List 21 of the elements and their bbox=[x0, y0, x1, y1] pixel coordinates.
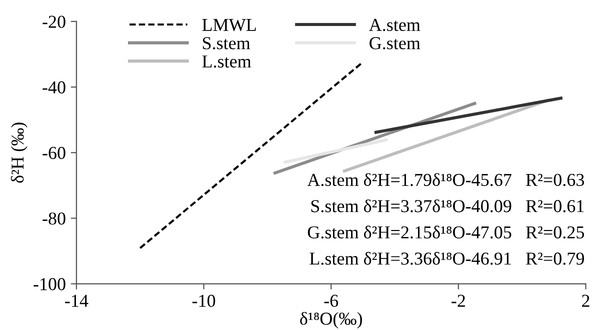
legend-label: G.stem bbox=[370, 37, 420, 50]
x-tick-label: -2 bbox=[452, 294, 465, 307]
annotation: S.stem δ²H=3.37δ¹⁸O-40.09 R²=0.61 bbox=[311, 199, 584, 212]
x-tick-label: 2 bbox=[582, 294, 590, 307]
legend-label: S.stem bbox=[202, 37, 250, 50]
x-tick-label: -10 bbox=[192, 294, 216, 307]
y-axis-title: δ²H (‰) bbox=[10, 122, 28, 183]
annotation: A.stem δ²H=1.79δ¹⁸O-45.67 R²=0.63 bbox=[307, 173, 584, 186]
y-tick-label: -80 bbox=[42, 212, 66, 225]
y-tick-label: -60 bbox=[42, 146, 66, 160]
annotation: G.stem δ²H=2.15δ¹⁸O-47.05 R²=0.25 bbox=[308, 226, 584, 239]
legend-label: L.stem bbox=[202, 56, 252, 68]
x-axis-title: δ¹⁸O(‰) bbox=[300, 312, 362, 328]
annotation: L.stem δ²H=3.36δ¹⁸O-46.91 R²=0.79 bbox=[310, 252, 584, 265]
y-tick-label: -100 bbox=[34, 278, 66, 290]
x-tick-label: -14 bbox=[65, 294, 88, 307]
y-tick-label: -40 bbox=[42, 81, 66, 94]
x-tick-label: -6 bbox=[324, 294, 338, 307]
legend-label: A.stem bbox=[369, 18, 420, 32]
legend-label: LMWL bbox=[202, 18, 256, 32]
y-tick-label: -20 bbox=[42, 16, 66, 28]
